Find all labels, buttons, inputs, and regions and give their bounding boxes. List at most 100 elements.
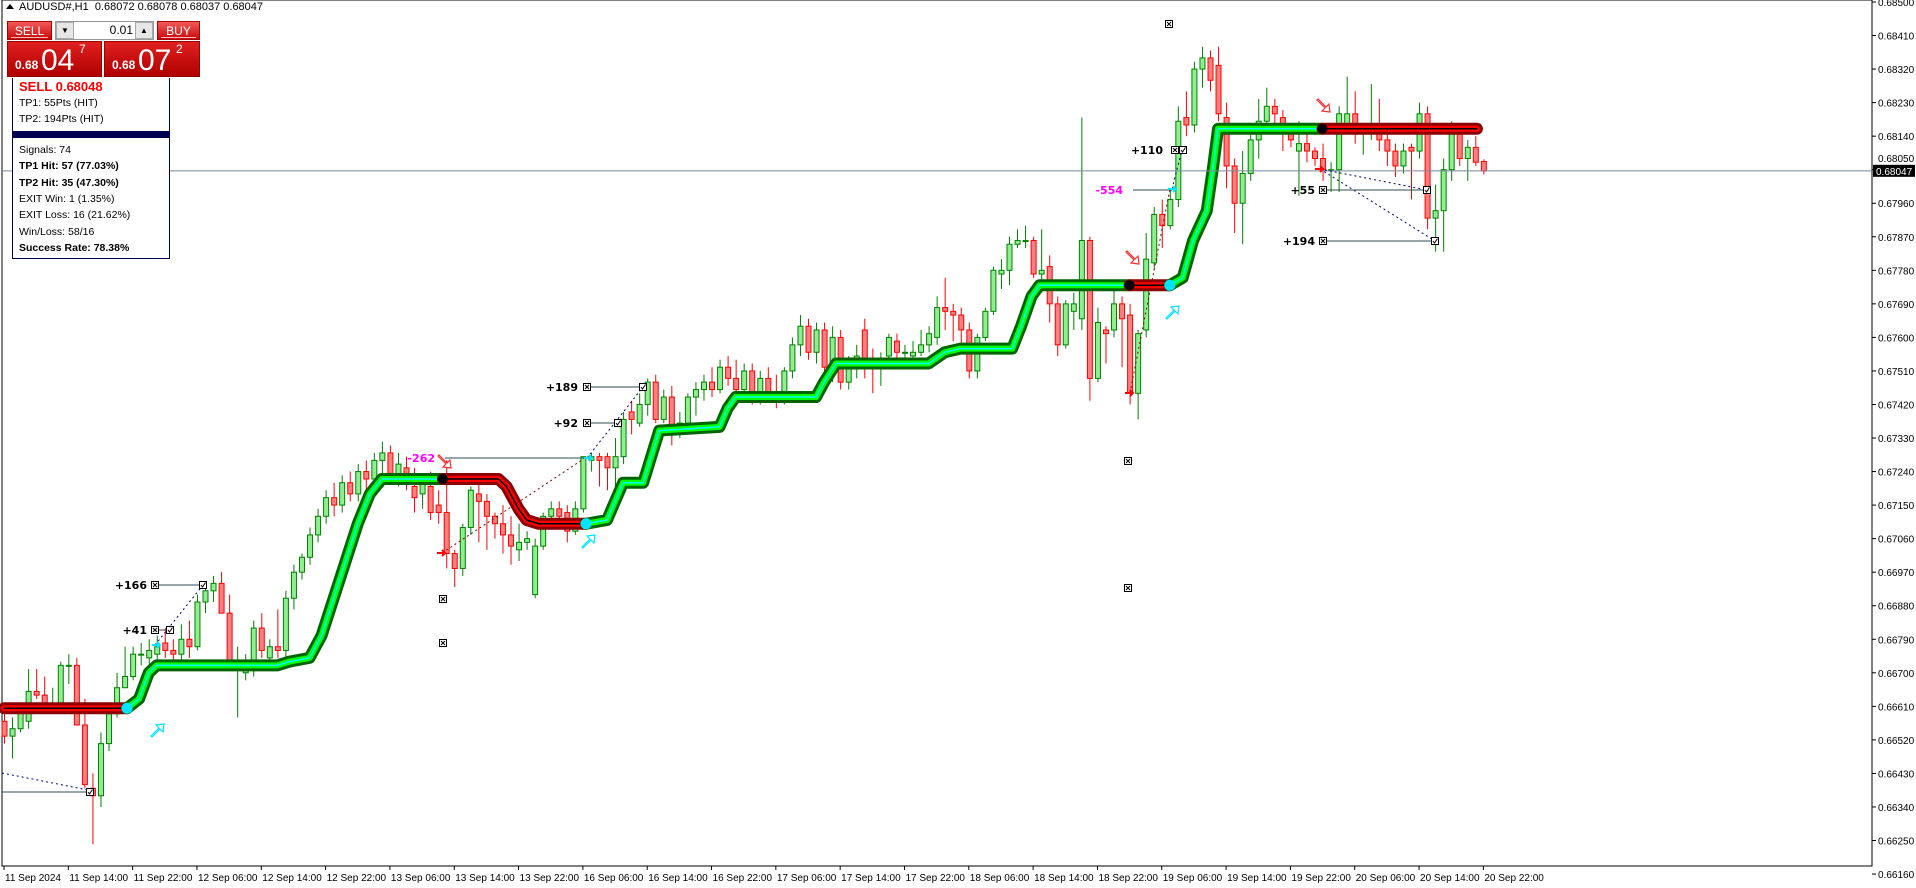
candle[interactable] — [725, 356, 732, 386]
candle[interactable] — [194, 594, 201, 651]
candle[interactable] — [331, 482, 338, 517]
candle[interactable] — [1111, 288, 1118, 338]
candle[interactable] — [1151, 206, 1158, 271]
candle[interactable] — [1183, 91, 1190, 137]
candle[interactable] — [1392, 143, 1399, 178]
candle[interactable] — [998, 259, 1005, 289]
sell-button[interactable]: SELL — [7, 21, 52, 40]
candle[interactable] — [298, 553, 305, 580]
candle[interactable] — [1086, 236, 1093, 401]
triangle-up-icon[interactable] — [6, 4, 14, 9]
candle[interactable] — [1191, 61, 1198, 133]
candle[interactable] — [942, 277, 949, 330]
candle[interactable] — [146, 639, 153, 666]
candle[interactable] — [339, 475, 346, 513]
candle[interactable] — [901, 344, 908, 360]
candle[interactable] — [1, 710, 8, 744]
candle[interactable] — [1384, 128, 1391, 166]
candle[interactable] — [1022, 225, 1029, 248]
candle[interactable] — [926, 326, 933, 353]
candle[interactable] — [210, 575, 217, 602]
candle[interactable] — [1247, 128, 1254, 181]
candle[interactable] — [1440, 158, 1447, 252]
buy-button[interactable]: BUY — [157, 21, 200, 40]
candle[interactable] — [797, 315, 804, 357]
candle[interactable] — [170, 639, 177, 662]
candle[interactable] — [1062, 300, 1069, 349]
candle[interactable] — [97, 732, 104, 807]
candle[interactable] — [516, 523, 523, 561]
candle[interactable] — [1303, 132, 1310, 163]
candle[interactable] — [709, 367, 716, 398]
candle[interactable] — [692, 382, 699, 416]
candle[interactable] — [821, 322, 828, 375]
candle[interactable] — [1014, 229, 1021, 248]
candle[interactable] — [652, 374, 659, 424]
candle[interactable] — [379, 441, 386, 476]
candle[interactable] — [178, 624, 185, 666]
candle[interactable] — [33, 669, 40, 699]
candle[interactable] — [459, 523, 466, 576]
candle[interactable] — [363, 460, 370, 491]
candle[interactable] — [1400, 143, 1407, 174]
candle[interactable] — [733, 359, 740, 398]
candle[interactable] — [1472, 136, 1479, 166]
candle[interactable] — [580, 456, 587, 513]
candle[interactable] — [700, 374, 707, 401]
candle[interactable] — [307, 527, 314, 565]
candle[interactable] — [596, 452, 603, 487]
candle[interactable] — [467, 486, 474, 535]
candle[interactable] — [1006, 236, 1013, 286]
candle[interactable] — [218, 572, 225, 614]
candle[interactable] — [73, 657, 80, 726]
candle[interactable] — [65, 654, 72, 684]
candle[interactable] — [315, 508, 322, 543]
candle[interactable] — [604, 452, 611, 491]
candle[interactable] — [347, 471, 354, 502]
candle[interactable] — [620, 411, 627, 465]
candle[interactable] — [1223, 102, 1230, 189]
candle[interactable] — [660, 389, 667, 424]
candle[interactable] — [355, 464, 362, 502]
candle[interactable] — [950, 303, 957, 342]
candle[interactable] — [290, 564, 297, 610]
decrease-lot-button[interactable]: ▼ — [56, 22, 74, 39]
candle[interactable] — [1312, 147, 1319, 166]
candle[interactable] — [982, 307, 989, 342]
candle[interactable] — [1094, 307, 1101, 383]
candle[interactable] — [717, 359, 724, 394]
candle[interactable] — [258, 613, 265, 658]
buy-price-box[interactable]: 0.68 07 2 — [104, 41, 200, 77]
candle[interactable] — [1167, 188, 1174, 230]
candle[interactable] — [636, 393, 643, 427]
candle[interactable] — [1119, 296, 1126, 368]
candle[interactable] — [1102, 326, 1109, 364]
lot-size-input[interactable]: 0.01 — [109, 23, 133, 37]
candle[interactable] — [1464, 139, 1471, 181]
candle[interactable] — [1070, 292, 1077, 330]
candle[interactable] — [323, 490, 330, 524]
candle[interactable] — [1030, 236, 1037, 278]
candle[interactable] — [524, 531, 531, 550]
sell-price-box[interactable]: 0.68 04 7 — [7, 41, 102, 77]
candle[interactable] — [138, 642, 145, 666]
candle[interactable] — [813, 322, 820, 364]
candle[interactable] — [1199, 46, 1206, 88]
candle[interactable] — [162, 628, 169, 658]
candle[interactable] — [483, 493, 490, 550]
candle[interactable] — [934, 296, 941, 345]
candle[interactable] — [282, 590, 289, 670]
candle[interactable] — [475, 475, 482, 543]
candle[interactable] — [1239, 151, 1246, 245]
candle[interactable] — [1207, 50, 1214, 92]
candle[interactable] — [1215, 46, 1222, 122]
candle[interactable] — [628, 400, 635, 435]
candle[interactable] — [1054, 296, 1061, 357]
candle[interactable] — [274, 609, 281, 658]
candle[interactable] — [805, 318, 812, 360]
candle[interactable] — [508, 516, 515, 565]
candle[interactable] — [1175, 106, 1182, 207]
candle[interactable] — [186, 620, 193, 658]
candle[interactable] — [532, 538, 539, 599]
